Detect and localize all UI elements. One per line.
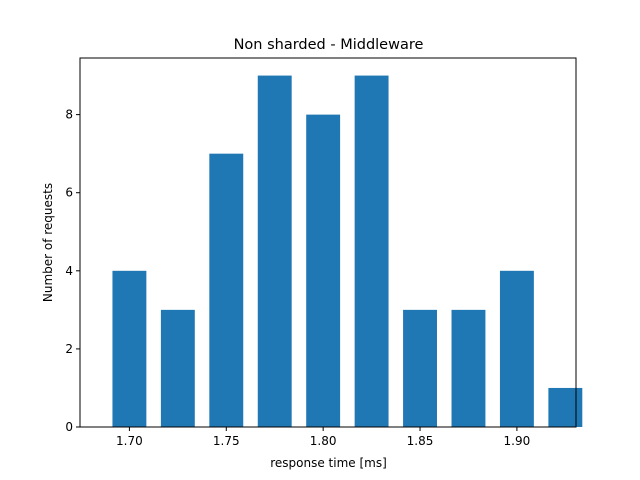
y-axis: 0 2 4 6 8 [65,108,80,434]
bar-0 [112,270,147,427]
y-tick-label: 4 [65,264,73,278]
bar-3 [257,75,292,428]
x-tick-label: 1.85 [407,434,434,448]
bar-5 [354,75,389,428]
x-tick-label: 1.75 [213,434,240,448]
x-tick-label: 1.70 [116,434,143,448]
y-tick-label: 2 [65,342,73,356]
plot-frame [79,57,577,428]
x-axis-title: response time [ms] [270,456,387,470]
y-tick-label: 8 [65,108,73,122]
bar-1 [160,309,195,427]
bars-group [112,75,583,428]
bar-9 [548,387,583,427]
bar-2 [209,153,244,427]
bar-4 [306,114,341,427]
x-tick-label: 1.80 [310,434,337,448]
chart-title: Non sharded - Middleware [234,37,424,53]
x-tick-label: 1.90 [504,434,531,448]
bar-7 [451,309,486,427]
y-axis-title: Number of requests [41,183,55,302]
bar-8 [499,270,534,427]
y-tick-label: 0 [65,420,73,434]
x-axis: 1.70 1.75 1.80 1.85 1.90 [116,427,530,448]
y-tick-label: 6 [65,186,73,200]
bar-6 [403,309,437,427]
